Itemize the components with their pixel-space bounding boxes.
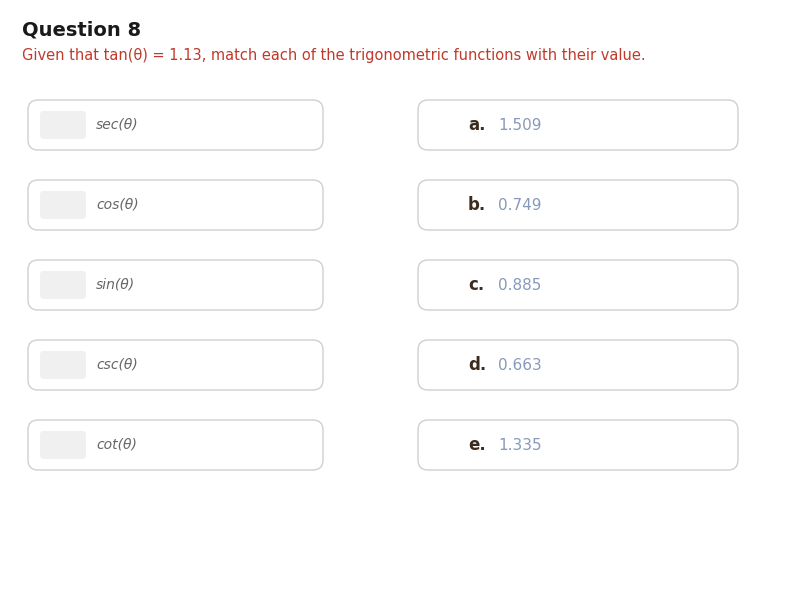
Text: cot(θ): cot(θ) (96, 438, 137, 452)
FancyBboxPatch shape (418, 340, 738, 390)
Text: 0.749: 0.749 (498, 197, 542, 213)
Text: c.: c. (468, 276, 484, 294)
FancyBboxPatch shape (40, 351, 86, 379)
Text: a.: a. (468, 116, 485, 134)
Text: 1.509: 1.509 (498, 117, 542, 132)
FancyBboxPatch shape (418, 100, 738, 150)
Text: 0.885: 0.885 (498, 277, 541, 293)
Text: 0.663: 0.663 (498, 357, 542, 373)
Text: csc(θ): csc(θ) (96, 358, 138, 372)
FancyBboxPatch shape (418, 260, 738, 310)
FancyBboxPatch shape (418, 420, 738, 470)
Text: sin(θ): sin(θ) (96, 278, 135, 292)
FancyBboxPatch shape (40, 111, 86, 139)
Text: Question 8: Question 8 (22, 20, 141, 39)
Text: d.: d. (468, 356, 486, 374)
FancyBboxPatch shape (40, 191, 86, 219)
Text: Given that tan(θ) = 1.13, match each of the trigonometric functions with their v: Given that tan(θ) = 1.13, match each of … (22, 48, 646, 63)
FancyBboxPatch shape (28, 100, 323, 150)
Text: 1.335: 1.335 (498, 437, 542, 453)
FancyBboxPatch shape (418, 180, 738, 230)
Text: e.: e. (468, 436, 486, 454)
FancyBboxPatch shape (40, 271, 86, 299)
FancyBboxPatch shape (28, 340, 323, 390)
Text: b.: b. (468, 196, 486, 214)
Text: cos(θ): cos(θ) (96, 198, 139, 212)
FancyBboxPatch shape (28, 180, 323, 230)
Text: sec(θ): sec(θ) (96, 118, 139, 132)
FancyBboxPatch shape (40, 431, 86, 459)
FancyBboxPatch shape (28, 260, 323, 310)
FancyBboxPatch shape (28, 420, 323, 470)
